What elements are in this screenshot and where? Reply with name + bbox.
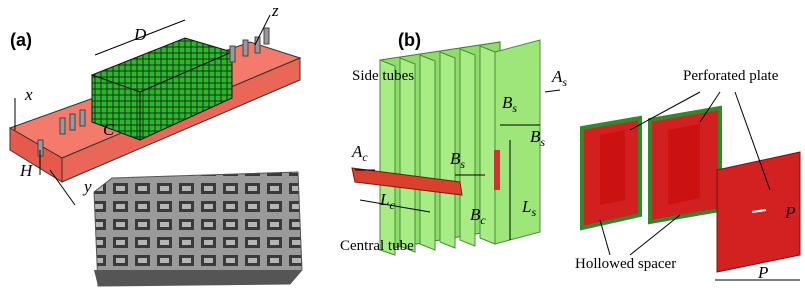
annotation-text: Hollowed spacer [575,256,676,272]
annotation-text: L [379,190,389,209]
annotation-text: H [19,161,34,180]
annotation-text: P [757,263,768,282]
annotation: D [133,25,147,44]
annotation-text: Perforated plate [683,68,779,84]
annotation-text: D [133,25,147,44]
annotation-text: A [551,67,563,86]
annotation-text: B [450,149,461,168]
annotation: C [103,120,115,139]
annotation-text: x [24,85,33,104]
annotation-subscript: s [540,135,545,149]
annotation: P [757,263,768,282]
annotation: P [784,203,795,222]
annotation-text: Central tube [340,238,414,254]
annotation-text: B [530,127,541,146]
annotation-subscript: c [480,213,486,227]
annotation-subscript: s [512,101,517,115]
annotation-subscript: c [389,198,395,212]
annotation-text: C [103,120,115,139]
annotation-text: Side tubes [352,68,414,84]
annotation: z [271,1,279,20]
annotation-text: y [82,177,92,196]
annotation-text: B [502,93,513,112]
figure: (a)(b)DzxCHySide tubesAsBsBsBsAcLcBcLsCe… [0,0,805,295]
annotation-subscript: c [362,150,368,164]
annotation: y [82,177,92,196]
panel-a-art [10,15,302,286]
annotation: Perforated plate [683,68,779,84]
annotation-text: L [521,197,531,216]
annotation: As [551,67,567,89]
annotation-subscript: s [531,205,536,219]
annotation: Hollowed spacer [575,256,676,272]
annotation-subscript: s [562,75,567,89]
annotation-text: B [470,205,481,224]
annotation: Bs [530,127,545,149]
panel-label: (a) [10,30,32,50]
annotation: Ac [351,142,368,164]
annotation-text: A [351,142,363,161]
annotation: Side tubes [352,68,414,84]
annotation-text: P [784,203,795,222]
panel-label: (b) [398,30,421,50]
annotation-subscript: s [460,157,465,171]
annotation: x [24,85,33,104]
annotation: Central tube [340,238,414,254]
annotation-text: z [271,1,279,20]
annotation: H [19,161,34,180]
